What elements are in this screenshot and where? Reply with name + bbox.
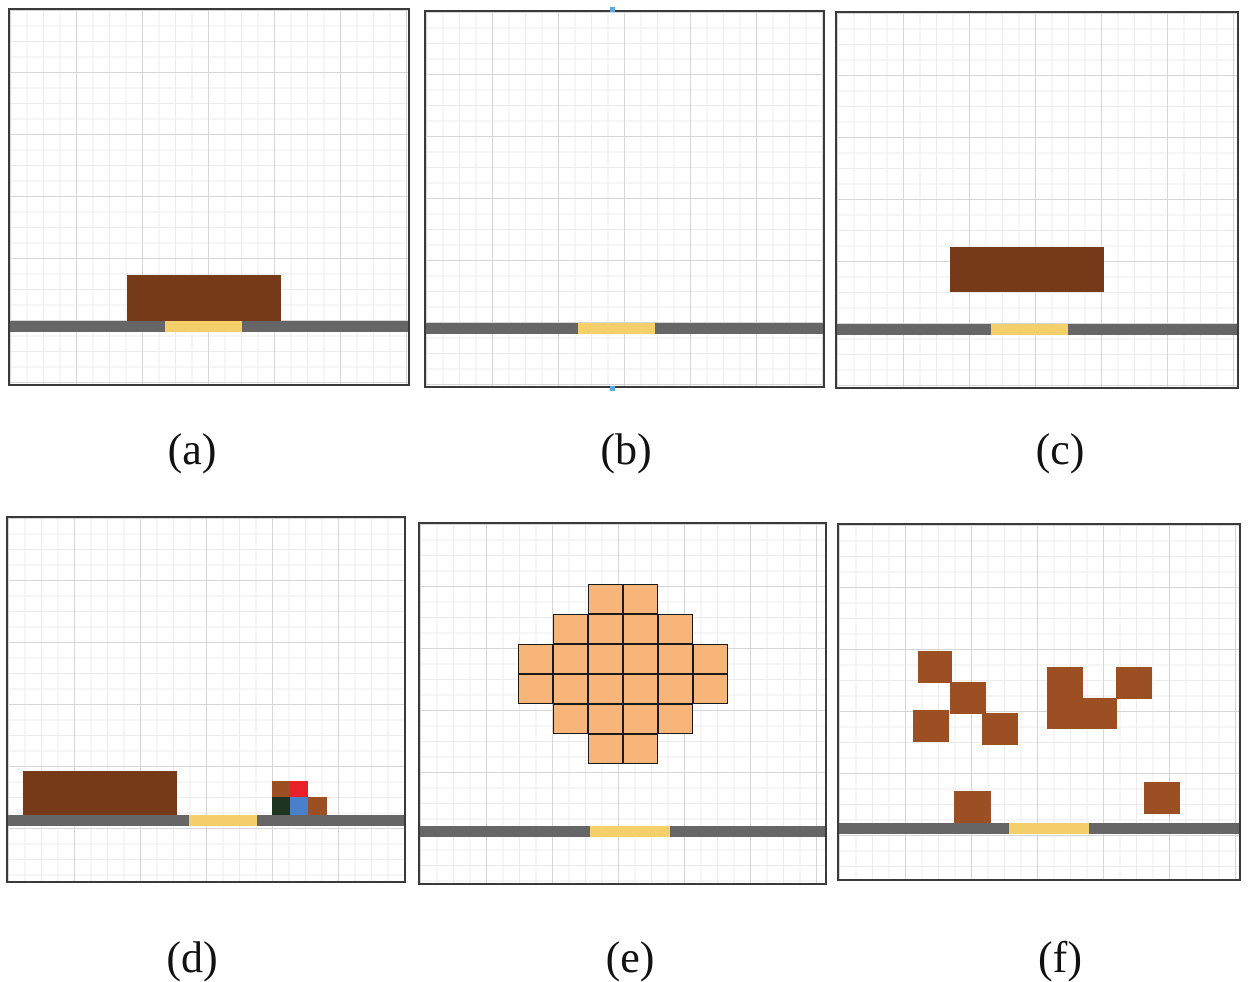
cluster-cell: [658, 644, 693, 674]
stack-block-blue: [290, 797, 308, 815]
cluster-cell: [588, 674, 623, 704]
panel-e: [418, 522, 827, 885]
cluster-cell: [623, 674, 658, 704]
scattered-block: [950, 682, 986, 714]
gap-segment: [590, 826, 670, 837]
caption-d: (d): [166, 933, 218, 982]
platform-block: [23, 771, 177, 815]
cluster-cell: [658, 704, 693, 734]
cluster-cell: [588, 734, 623, 764]
cluster-cell: [623, 704, 658, 734]
scattered-block: [918, 651, 952, 683]
scattered-block: [954, 791, 991, 823]
caption-a: (a): [167, 425, 217, 474]
platform-block: [127, 275, 281, 321]
caption-c: (c): [1035, 425, 1085, 474]
cluster-cell: [693, 644, 728, 674]
panel-c: [835, 11, 1239, 389]
scattered-block: [982, 713, 1018, 745]
panel-f: [837, 523, 1241, 881]
gap-segment: [991, 324, 1068, 335]
caption-e: (e): [605, 933, 655, 982]
cluster-cell: [658, 614, 693, 644]
scattered-block: [1144, 782, 1180, 814]
panel-a: [8, 8, 410, 386]
cluster-cell: [623, 644, 658, 674]
gap-segment: [578, 323, 655, 334]
cluster-cell: [553, 704, 588, 734]
cluster-cell: [623, 584, 658, 614]
cluster-cell: [588, 584, 623, 614]
cluster-cell: [553, 614, 588, 644]
panel-b: [424, 10, 825, 388]
scattered-block: [1082, 698, 1117, 729]
floating-platform-block: [950, 247, 1104, 292]
stack-block-red: [290, 781, 308, 797]
top-marker: [610, 7, 615, 12]
cluster-cell: [588, 614, 623, 644]
caption-b: (b): [600, 425, 652, 474]
cluster-cell: [623, 614, 658, 644]
cluster-cell: [518, 674, 553, 704]
cluster-cell: [588, 644, 623, 674]
cluster-cell: [658, 674, 693, 704]
bottom-marker: [610, 386, 615, 391]
stack-block-brown-right: [308, 797, 327, 815]
scattered-block: [913, 710, 949, 742]
cluster-cell: [623, 734, 658, 764]
gap-segment: [1009, 823, 1089, 834]
stack-block-brown-top: [272, 781, 290, 797]
cluster-cell: [693, 674, 728, 704]
cluster-cell: [553, 674, 588, 704]
gap-segment: [165, 321, 242, 332]
caption-f: (f): [1038, 933, 1082, 982]
scattered-block: [1047, 667, 1083, 729]
cluster-cell: [553, 644, 588, 674]
panel-d: [6, 516, 406, 883]
stack-block-dark-green: [272, 797, 290, 815]
cluster-cell: [518, 644, 553, 674]
cluster-cell: [588, 704, 623, 734]
scattered-block: [1116, 667, 1152, 699]
gap-segment: [189, 815, 257, 826]
